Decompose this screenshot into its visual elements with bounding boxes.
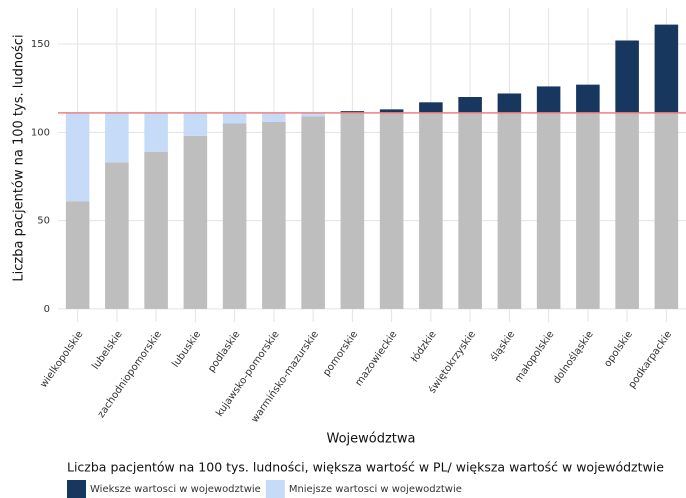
legend-swatch xyxy=(265,480,285,498)
x-tick-label: łódzkie xyxy=(409,329,439,365)
y-axis-title: Liczba pacjentów na 100 tys. ludności xyxy=(12,34,27,281)
bar-segment xyxy=(458,112,482,309)
bar-segment xyxy=(379,109,404,113)
x-tick-label: małopolskie xyxy=(513,329,556,384)
bar-segment xyxy=(262,121,286,309)
x-tick-label: lubuskie xyxy=(170,329,203,369)
y-tick-label: 0 xyxy=(44,304,50,315)
bar-segment xyxy=(654,24,679,113)
bar-segment xyxy=(615,40,639,113)
y-tick-label: 50 xyxy=(37,216,50,227)
x-tick-label: lubelskie xyxy=(90,329,124,372)
legend-swatch xyxy=(67,480,86,498)
bar-segment xyxy=(497,112,522,309)
bar-segment xyxy=(615,112,639,309)
x-tick-label: podlaskie xyxy=(206,329,242,374)
bar-segment xyxy=(340,112,365,309)
bar-segment xyxy=(144,112,168,152)
bar-segment xyxy=(458,97,482,113)
x-tick-label: wielkopolskie xyxy=(38,329,85,390)
x-tick-label: mazowieckie xyxy=(353,329,399,388)
legend-label: Wieksze wartosci w wojewodztwie xyxy=(90,484,261,495)
bar-segment xyxy=(419,102,443,113)
bar-segment xyxy=(536,112,561,309)
bar-segment xyxy=(183,135,208,309)
bar-segment xyxy=(536,86,561,113)
bar-segment xyxy=(497,93,522,113)
bar-segment xyxy=(144,151,168,309)
x-tick-label: opolskie xyxy=(602,329,635,369)
y-tick-label: 100 xyxy=(31,127,50,138)
bar-segment xyxy=(340,111,365,113)
legend-label: Mniejsze wartosci w wojewodztwie xyxy=(289,484,462,495)
bar-segment xyxy=(105,112,129,163)
x-tick-label: dolnośląskie xyxy=(551,329,596,386)
x-tick-label: pomorskie xyxy=(321,329,360,378)
bar-segment xyxy=(65,201,90,309)
bar-segment xyxy=(65,112,90,202)
bar-segment xyxy=(576,84,600,113)
bar-segment xyxy=(105,162,129,309)
x-tick-label: śląskie xyxy=(488,329,517,364)
bar-segment xyxy=(419,112,443,309)
legend-title: Liczba pacjentów na 100 tys. ludności, w… xyxy=(67,460,664,475)
bar-segment xyxy=(301,112,325,117)
bar-segment xyxy=(654,112,679,309)
bar-segment xyxy=(222,112,247,124)
bar-segment xyxy=(379,112,404,309)
x-tick-label: podkarpackie xyxy=(627,329,675,390)
x-axis-title: Województwa xyxy=(326,432,415,447)
bar-segment xyxy=(222,123,247,309)
bar-segment xyxy=(183,112,208,136)
bar-segment xyxy=(576,112,600,309)
y-tick-label: 150 xyxy=(31,39,50,50)
x-tick-label: warmińsko-mazurskie xyxy=(249,329,321,425)
bar-segment xyxy=(301,116,325,309)
bar-segment xyxy=(262,112,286,122)
